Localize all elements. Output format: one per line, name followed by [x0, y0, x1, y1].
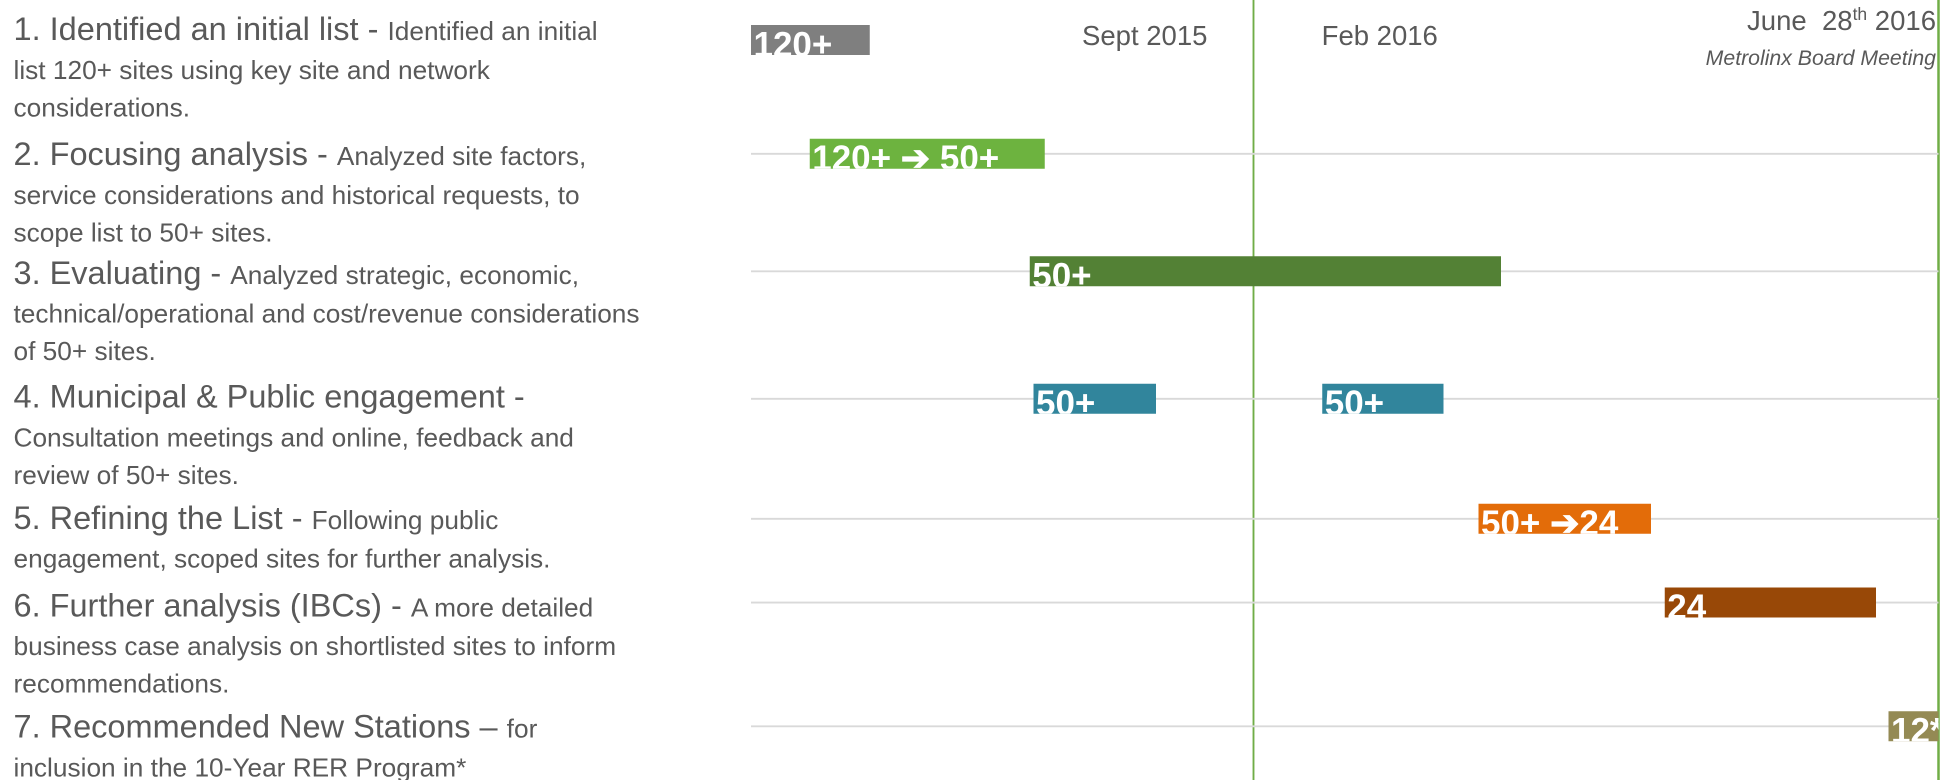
step-description: considerations. — [14, 92, 191, 122]
step-description: list 120+ sites using key site and netwo… — [14, 55, 491, 85]
step-description: technical/operational and cost/revenue c… — [14, 299, 640, 329]
step-description: engagement, scoped sites for further ana… — [14, 544, 551, 574]
bar-label: 120+ ➔ 50+ — [812, 139, 999, 178]
bar-label: 12* — [1891, 712, 1944, 751]
step-description: business case analysis on shortlisted si… — [14, 631, 617, 661]
milestone-label: Sept 2015 — [1082, 20, 1207, 51]
step-heading: 5. Refining the List - Following public — [14, 500, 499, 536]
bar — [1033, 383, 1156, 414]
step-description: scope list to 50+ sites. — [14, 217, 273, 247]
bar — [809, 138, 1045, 169]
bar-label: 50+ ➔24 — [1481, 504, 1619, 543]
bar-label: 50+ — [1032, 257, 1091, 296]
bar-label: 24 — [1667, 588, 1706, 627]
bar-label: 50+ — [1325, 384, 1384, 423]
bar — [1664, 587, 1876, 618]
bar-label: 120+ — [754, 25, 833, 64]
step-heading: 6. Further analysis (IBCs) - A more deta… — [14, 587, 594, 623]
milestone-label: Feb 2016 — [1322, 20, 1438, 51]
milestone-label: June 28th 2016 — [1747, 4, 1936, 36]
step-heading: 3. Evaluating - Analyzed strategic, econ… — [14, 255, 580, 291]
bar — [1322, 383, 1444, 414]
step-description: review of 50+ sites. — [14, 460, 239, 490]
step-description: of 50+ sites. — [14, 336, 156, 366]
bar — [1888, 711, 1939, 742]
step-heading: 2. Focusing analysis - Analyzed site fac… — [14, 136, 587, 172]
step-description: Consultation meetings and online, feedba… — [14, 422, 574, 452]
step-description: recommendations. — [14, 669, 230, 699]
step-heading: 1. Identified an initial list - Identifi… — [14, 11, 598, 47]
bar — [751, 25, 870, 55]
bar — [1478, 503, 1651, 534]
bar — [1029, 256, 1501, 287]
milestone-note: Metrolinx Board Meeting — [1706, 46, 1936, 70]
step-description: inclusion in the 10-Year RER Program* — [14, 752, 467, 780]
step-description: service considerations and historical re… — [14, 180, 580, 210]
bar-label: 50+ — [1036, 384, 1095, 423]
step-heading: 7. Recommended New Stations – for — [14, 709, 538, 745]
step-heading: 4. Municipal & Public engagement - — [14, 379, 525, 415]
